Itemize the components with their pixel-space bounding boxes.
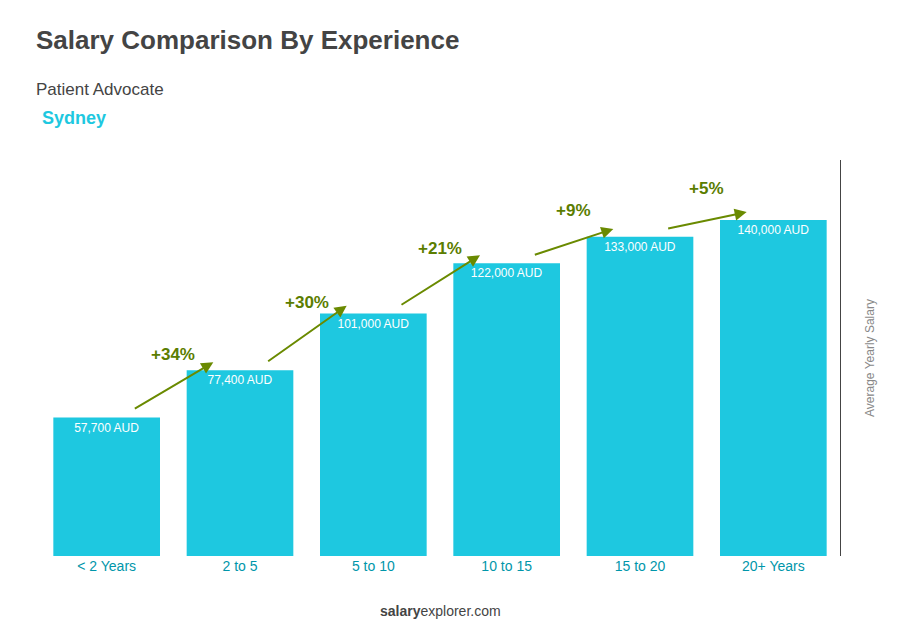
svg-text:Average Yearly Salary: Average Yearly Salary — [863, 299, 877, 417]
svg-text:+9%: +9% — [556, 201, 591, 220]
svg-text:Sydney: Sydney — [42, 108, 106, 128]
svg-text:2 to 5: 2 to 5 — [222, 558, 257, 574]
svg-text:10 to 15: 10 to 15 — [481, 558, 532, 574]
svg-text:101,000 AUD: 101,000 AUD — [337, 317, 409, 331]
svg-text:+30%: +30% — [285, 293, 329, 312]
svg-text:20+ Years: 20+ Years — [742, 558, 805, 574]
svg-text:122,000 AUD: 122,000 AUD — [471, 266, 543, 280]
svg-text:5 to 10: 5 to 10 — [352, 558, 395, 574]
svg-text:77,400 AUD: 77,400 AUD — [207, 373, 272, 387]
svg-text:< 2 Years: < 2 Years — [77, 558, 136, 574]
svg-text:133,000 AUD: 133,000 AUD — [604, 240, 676, 254]
svg-text:salaryexplorer.com: salaryexplorer.com — [380, 603, 501, 619]
svg-text:Patient Advocate: Patient Advocate — [36, 80, 164, 99]
svg-text:140,000 AUD: 140,000 AUD — [737, 223, 809, 237]
svg-text:57,700 AUD: 57,700 AUD — [74, 421, 139, 435]
svg-text:15 to 20: 15 to 20 — [615, 558, 666, 574]
svg-text:Salary Comparison By Experienc: Salary Comparison By Experience — [36, 25, 459, 55]
svg-text:+34%: +34% — [151, 345, 195, 364]
svg-text:+21%: +21% — [418, 239, 462, 258]
svg-text:+5%: +5% — [689, 179, 724, 198]
